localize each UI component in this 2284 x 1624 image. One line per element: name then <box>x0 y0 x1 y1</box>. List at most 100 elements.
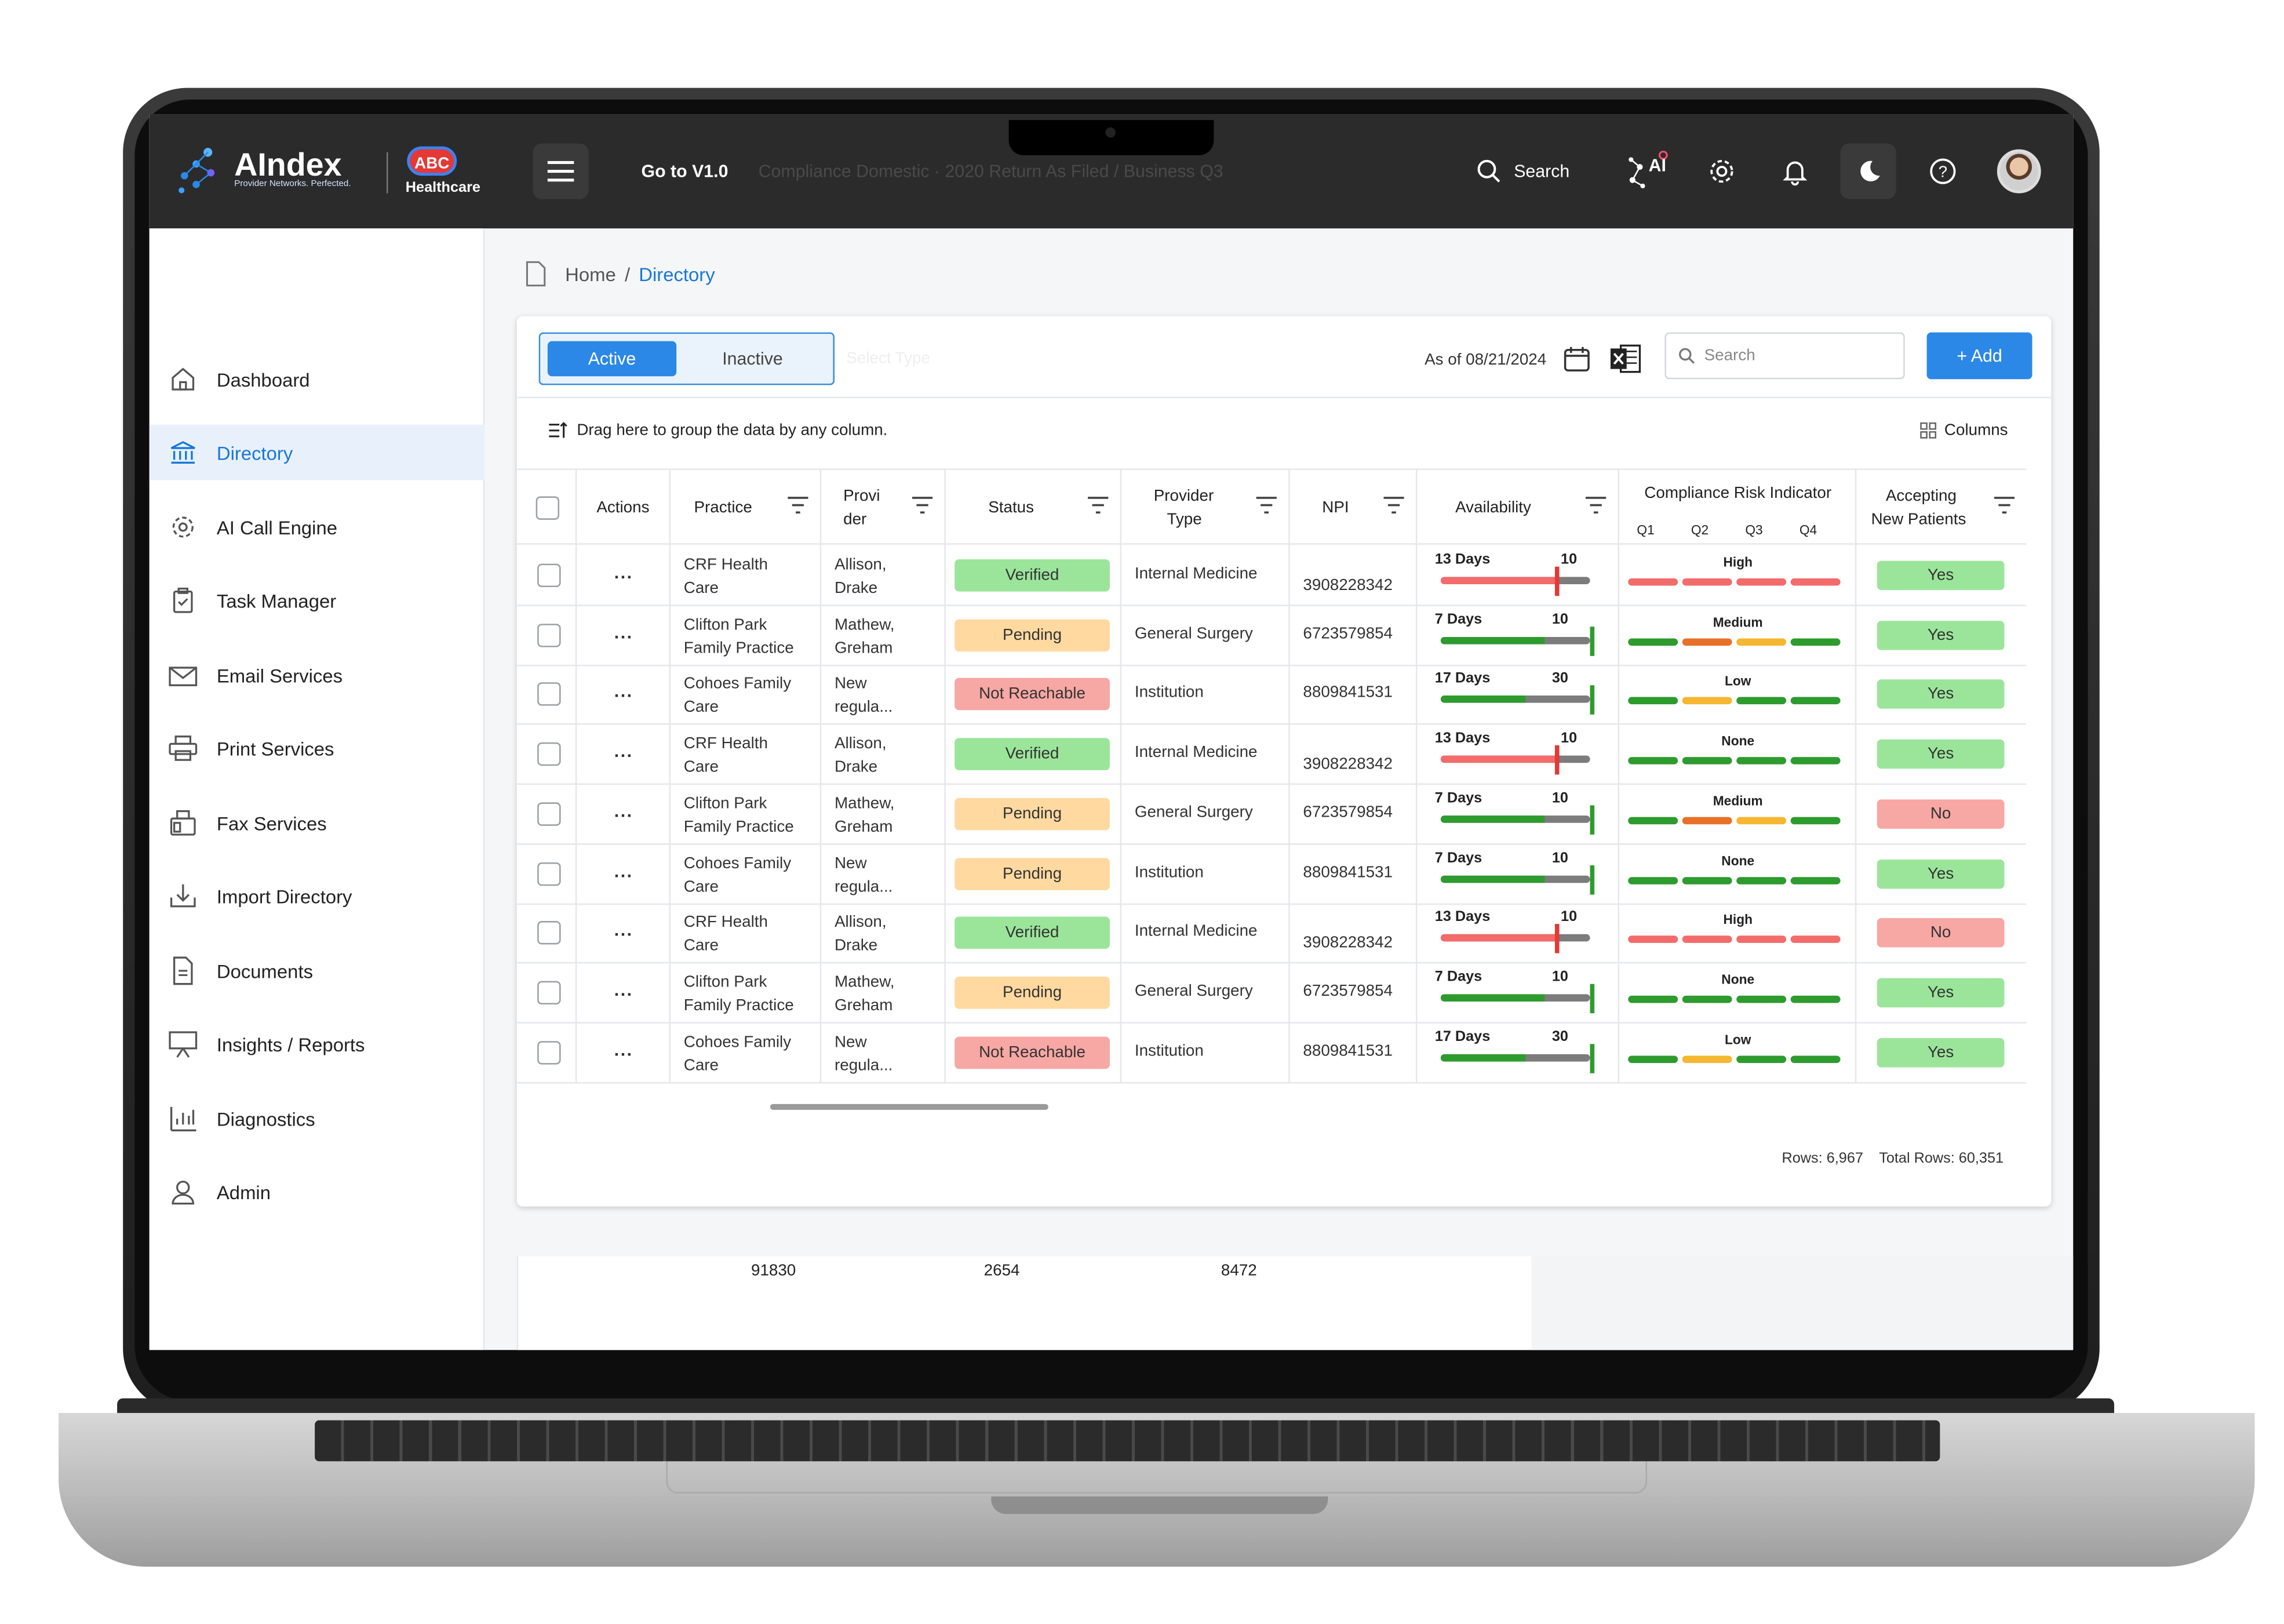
filter-icon[interactable] <box>788 496 808 514</box>
sidebar-item-label: Documents <box>216 959 313 982</box>
table-row[interactable]: ... Clifton Park Family Practice Mathew, G… <box>516 606 2027 666</box>
tab-active[interactable]: Active <box>547 341 677 377</box>
help-button[interactable]: ? <box>1921 150 1965 194</box>
more-actions-button[interactable]: ... <box>614 1039 633 1060</box>
header-practice[interactable]: Practice <box>671 469 822 547</box>
sidebar-item-task-manager[interactable]: Task Manager <box>150 573 485 628</box>
sidebar-item-insights-reports[interactable]: Insights / Reports <box>150 1016 485 1072</box>
table-row[interactable]: ... Cohoes Family Care New regula... Pendi… <box>516 844 2027 904</box>
table-row[interactable]: ... Clifton Park Family Practice Mathew, G… <box>516 784 2027 845</box>
table-search-input[interactable]: Search <box>1664 332 1905 380</box>
row-checkbox[interactable] <box>537 683 561 707</box>
breadcrumb-home-link[interactable]: Home <box>565 263 616 285</box>
filter-icon[interactable] <box>1383 496 1404 514</box>
provider-cell: Allison, Drake <box>821 546 946 606</box>
header-provider-type[interactable]: Provider Type <box>1121 469 1290 547</box>
user-avatar[interactable] <box>1997 149 2041 194</box>
notifications-button[interactable] <box>1773 150 1817 194</box>
sidebar-item-diagnostics[interactable]: Diagnostics <box>150 1091 485 1146</box>
sidebar-item-documents[interactable]: Documents <box>150 943 485 999</box>
excel-export-icon[interactable] <box>1609 343 1641 375</box>
select-all-checkbox[interactable] <box>536 496 560 520</box>
npi-value: 3908228342 <box>1303 934 1393 952</box>
availability-max: 10 <box>1551 969 1568 985</box>
status-badge: Not Reachable <box>955 1036 1110 1069</box>
search-icon <box>1477 159 1500 183</box>
risk-quarter-bar <box>1736 578 1787 586</box>
goto-v1-link[interactable]: Go to V1.0 <box>641 161 728 182</box>
accepting-badge: Yes <box>1877 858 2005 889</box>
more-actions-button[interactable]: ... <box>614 681 633 702</box>
hamburger-menu-button[interactable] <box>533 143 589 199</box>
more-actions-button[interactable]: ... <box>614 621 633 643</box>
sidebar-item-label: AI Call Engine <box>216 516 338 538</box>
risk-quarter-bar <box>1790 876 1841 884</box>
header-label: Accepting <box>1885 487 1957 505</box>
sidebar-item-email-services[interactable]: Email Services <box>150 647 485 703</box>
more-actions-button[interactable]: ... <box>614 741 633 762</box>
practice-cell: Clifton Park Family Practice <box>671 784 822 845</box>
group-by-drop-zone[interactable]: Drag here to group the data by any colum… <box>548 422 887 439</box>
table-row[interactable]: ... Cohoes Family Care New regula... Not R… <box>516 1022 2027 1083</box>
npi-value: 3908228342 <box>1303 577 1393 595</box>
practice-name: Care <box>683 1056 719 1075</box>
dark-mode-toggle[interactable] <box>1840 143 1896 199</box>
more-actions-button[interactable]: ... <box>614 919 633 941</box>
provider-cell: Mathew, Greham <box>821 963 946 1024</box>
more-actions-button[interactable]: ... <box>614 562 633 583</box>
header-provider[interactable]: Provi der <box>821 469 946 547</box>
header-accepting[interactable]: Accepting New Patients <box>1856 470 2026 546</box>
horizontal-scrollbar[interactable] <box>770 1104 1048 1110</box>
global-search-button[interactable]: Search <box>1476 152 1569 191</box>
filter-icon[interactable] <box>1256 496 1277 514</box>
row-checkbox[interactable] <box>537 802 561 826</box>
row-actions-cell: ... <box>577 904 671 964</box>
provider-name: Drake <box>834 580 878 598</box>
table-row[interactable]: ... CRF Health Care Allison, Drake Verifie… <box>516 724 2027 785</box>
more-actions-button[interactable]: ... <box>614 800 633 821</box>
header-status[interactable]: Status <box>946 469 1122 547</box>
risk-quarter-bar <box>1736 876 1787 884</box>
row-checkbox[interactable] <box>537 861 561 886</box>
table-row[interactable]: ... Cohoes Family Care New regula... Not R… <box>516 665 2027 726</box>
more-actions-button[interactable]: ... <box>614 979 633 1000</box>
add-button[interactable]: + Add <box>1926 332 2032 380</box>
practice-cell: Cohoes Family Care <box>671 665 822 726</box>
risk-quarter-bar <box>1682 817 1732 824</box>
row-checkbox[interactable] <box>537 742 561 766</box>
practice-name: CRF Health <box>683 556 768 574</box>
row-checkbox[interactable] <box>537 921 561 945</box>
filter-icon[interactable] <box>1585 496 1607 514</box>
table-row[interactable]: ... CRF Health Care Allison, Drake Verifie… <box>516 546 2027 606</box>
header-availability[interactable]: Availability <box>1417 469 1620 547</box>
clipboard-icon <box>173 587 193 613</box>
sidebar-item-ai-call-engine[interactable]: AI Call Engine <box>150 499 485 555</box>
sidebar-item-dashboard[interactable]: Dashboard <box>150 351 485 407</box>
filter-icon[interactable] <box>1088 496 1109 514</box>
sidebar-item-fax-services[interactable]: Fax Services <box>150 795 485 851</box>
row-checkbox[interactable] <box>537 1040 561 1064</box>
table-row[interactable]: ... CRF Health Care Allison, Drake Verifie… <box>516 904 2027 964</box>
practice-cell: CRF Health Care <box>671 546 822 606</box>
calendar-icon[interactable] <box>1562 344 1592 374</box>
row-checkbox[interactable] <box>537 623 561 647</box>
table-row[interactable]: ... Clifton Park Family Practice Mathew, G… <box>516 963 2027 1024</box>
sidebar-item-import-directory[interactable]: Import Directory <box>150 868 485 924</box>
settings-button[interactable] <box>1700 150 1744 194</box>
type-select-ghost[interactable]: Select Type <box>846 349 930 368</box>
row-checkbox[interactable] <box>537 981 561 1004</box>
availability-max: 10 <box>1551 611 1568 628</box>
filter-icon[interactable] <box>912 496 933 514</box>
sidebar-item-directory[interactable]: Directory <box>149 424 485 480</box>
sidebar-item-label: Dashboard <box>216 368 310 391</box>
filter-icon[interactable] <box>1994 496 2015 514</box>
row-checkbox[interactable] <box>537 563 561 588</box>
tab-inactive[interactable]: Inactive <box>722 348 783 369</box>
sidebar-item-print-services[interactable]: Print Services <box>150 720 485 776</box>
sidebar-item-admin[interactable]: Admin <box>150 1164 485 1219</box>
ai-assistant-button[interactable]: AI <box>1625 150 1669 194</box>
columns-button[interactable]: Columns <box>1919 422 2008 439</box>
brand-name: AIndex <box>234 146 342 183</box>
more-actions-button[interactable]: ... <box>614 860 633 881</box>
header-npi[interactable]: NPI <box>1290 469 1418 547</box>
